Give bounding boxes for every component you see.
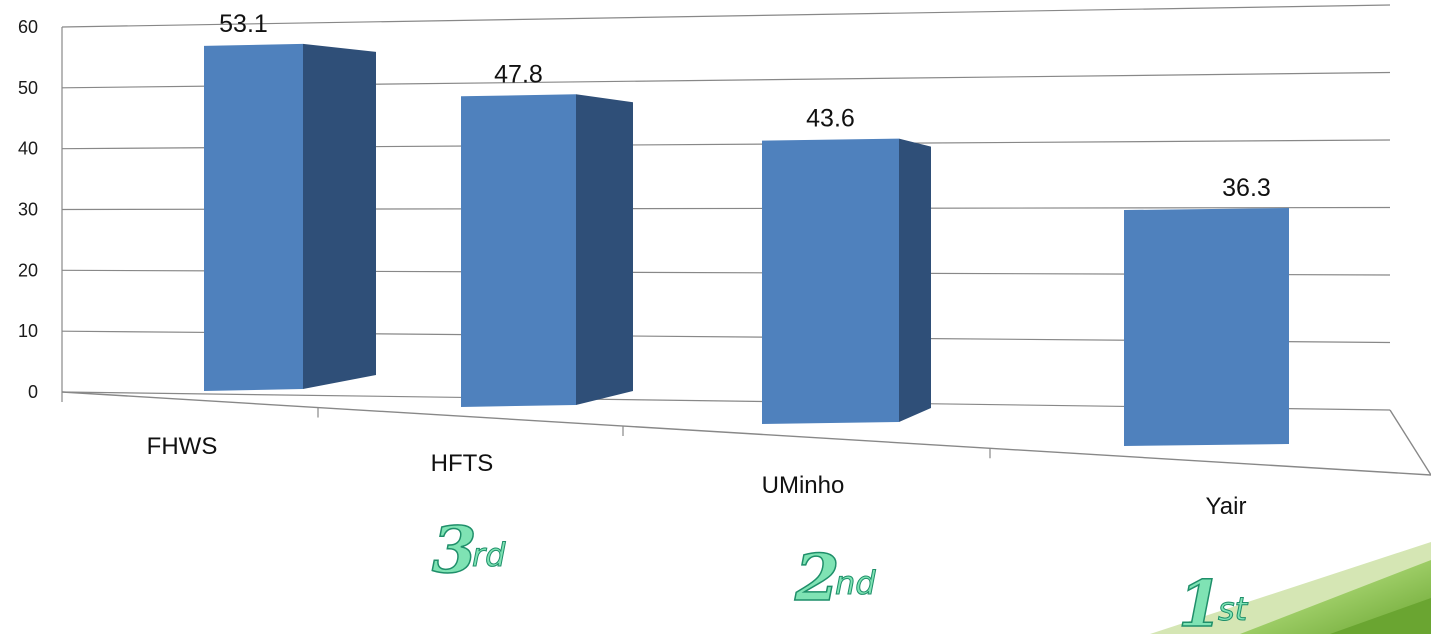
y-tick-label: 60 [18, 17, 38, 37]
data-label: 43.6 [806, 105, 855, 133]
x-category-label: FHWS [147, 433, 218, 460]
rank-suffix: rd [472, 536, 506, 574]
floor-edge [61, 391, 1431, 476]
bar-front-hfts [461, 94, 576, 408]
rank-suffix: st [1218, 590, 1249, 628]
y-tick-label: 0 [28, 382, 38, 402]
bars [204, 43, 1289, 446]
y-tick-label: 50 [18, 78, 38, 98]
y-tick-label: 30 [18, 200, 38, 220]
rank-badge: 3rd [431, 512, 506, 589]
rank-badge: 2nd [793, 540, 877, 617]
y-tick-label: 40 [18, 139, 38, 159]
data-labels: 53.1 47.8 43.6 36.3 [219, 10, 1271, 202]
y-tick-label: 20 [18, 260, 38, 280]
bar-front-fhws [204, 43, 303, 391]
bar-side-hfts [576, 94, 633, 406]
data-label: 36.3 [1222, 174, 1271, 202]
x-category-label: HFTS [431, 450, 494, 477]
bar-side-uminho [899, 138, 931, 422]
gridline [61, 4, 1391, 28]
data-label: 47.8 [494, 60, 543, 88]
x-category-label: UMinho [762, 472, 845, 499]
corner-dark-shape [1330, 598, 1431, 634]
floor-side-edge [1389, 409, 1431, 476]
rank-number: 2 [794, 541, 840, 616]
rank-suffix: nd [835, 564, 876, 602]
bar-front-yair [1124, 208, 1289, 446]
corner-decoration [1150, 542, 1431, 634]
x-category-label: Yair [1206, 493, 1247, 520]
rank-number: 1 [1178, 567, 1223, 634]
rank-number: 3 [432, 513, 477, 588]
rank-badge: 1st [1177, 566, 1249, 634]
rank-badges: 3rd 2nd 1st [431, 512, 1249, 634]
data-label: 53.1 [219, 10, 268, 38]
bar-side-fhws [303, 43, 376, 389]
y-axis-ticks: 0 10 20 30 40 50 60 [18, 17, 38, 402]
bar-front-uminho [762, 138, 899, 424]
x-axis-categories: FHWS HFTS UMinho Yair [147, 433, 1247, 520]
y-tick-label: 10 [18, 321, 38, 341]
